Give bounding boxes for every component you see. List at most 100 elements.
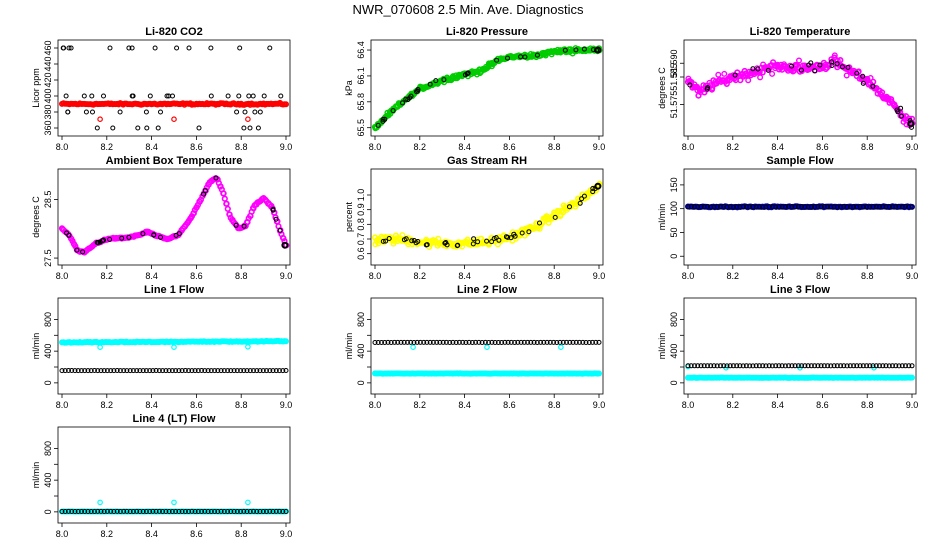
data-point bbox=[844, 204, 850, 210]
data-point bbox=[860, 363, 866, 369]
data-point bbox=[864, 204, 870, 210]
data-point bbox=[737, 363, 743, 369]
data-point bbox=[182, 509, 188, 514]
data-point bbox=[724, 204, 730, 210]
data-point bbox=[534, 340, 540, 345]
data-point bbox=[208, 509, 214, 514]
data-point bbox=[818, 204, 824, 210]
data-point bbox=[423, 242, 429, 248]
data-point bbox=[496, 237, 502, 243]
data-point bbox=[508, 339, 514, 345]
data-point bbox=[97, 344, 103, 351]
data-point bbox=[779, 204, 785, 210]
y-tick-label-sample: 0 bbox=[669, 254, 679, 259]
data-point bbox=[401, 339, 407, 345]
data-point bbox=[244, 509, 250, 514]
data-point bbox=[95, 508, 101, 514]
data-point bbox=[68, 45, 74, 51]
data-point bbox=[69, 509, 75, 514]
panel-title-co2: Li-820 CO2 bbox=[145, 26, 202, 38]
data-point bbox=[72, 368, 78, 374]
data-point bbox=[386, 236, 392, 241]
x-tick-label-ambient: 9.0 bbox=[280, 271, 293, 281]
data-point bbox=[434, 339, 440, 345]
data-point bbox=[383, 238, 389, 244]
data-point bbox=[92, 368, 97, 373]
data-point bbox=[557, 339, 563, 345]
data-point bbox=[190, 210, 197, 217]
data-point bbox=[199, 509, 205, 514]
x-tick-label-line2: 8.0 bbox=[369, 400, 382, 410]
data-point bbox=[94, 125, 100, 131]
data-point bbox=[845, 64, 851, 70]
x-tick-label-rh: 9.0 bbox=[593, 271, 606, 281]
data-point bbox=[721, 204, 727, 209]
data-point bbox=[205, 368, 211, 374]
data-point bbox=[273, 216, 279, 222]
data-point bbox=[870, 204, 876, 210]
data-point bbox=[224, 205, 231, 212]
y-tick-label-line2: 400 bbox=[356, 344, 366, 359]
data-point bbox=[708, 363, 714, 369]
data-point bbox=[179, 509, 185, 514]
plot-frame-co2 bbox=[57, 39, 291, 137]
x-tick-label-line2: 9.0 bbox=[593, 400, 606, 410]
data-point bbox=[254, 368, 260, 374]
data-point bbox=[453, 340, 459, 345]
panel-title-sample: Sample Flow bbox=[766, 155, 834, 167]
data-point bbox=[734, 363, 740, 369]
x-tick-label-rh: 8.6 bbox=[503, 271, 516, 281]
data-point bbox=[250, 93, 256, 99]
data-point bbox=[685, 204, 691, 210]
data-point bbox=[153, 508, 159, 514]
data-point bbox=[839, 64, 845, 70]
data-point bbox=[117, 509, 123, 514]
data-point bbox=[471, 236, 477, 242]
data-point bbox=[151, 232, 157, 238]
data-point bbox=[692, 363, 697, 369]
x-tick-label-co2: 8.2 bbox=[101, 142, 114, 152]
data-point bbox=[433, 78, 439, 84]
data-point bbox=[776, 363, 782, 369]
data-point bbox=[231, 368, 237, 374]
data-point bbox=[473, 339, 479, 345]
data-point bbox=[234, 509, 240, 514]
data-point bbox=[220, 190, 227, 197]
data-point bbox=[880, 204, 886, 210]
x-tick-label-pressure: 9.0 bbox=[593, 142, 606, 152]
plot-points-pressure bbox=[371, 45, 603, 132]
data-point bbox=[202, 188, 208, 194]
data-point bbox=[808, 363, 814, 369]
data-point bbox=[277, 368, 282, 374]
y-tick-label-rh: 0.9 bbox=[356, 203, 366, 216]
data-point bbox=[221, 195, 228, 202]
data-point bbox=[403, 96, 409, 102]
x-tick-label-temp: 8.0 bbox=[682, 142, 695, 152]
data-point bbox=[818, 363, 824, 369]
data-point bbox=[382, 340, 388, 345]
data-point bbox=[267, 508, 273, 514]
data-point bbox=[182, 368, 188, 373]
data-point bbox=[873, 363, 879, 369]
data-point bbox=[267, 368, 273, 374]
data-point bbox=[766, 363, 772, 369]
data-point bbox=[847, 204, 853, 210]
data-point bbox=[127, 368, 133, 374]
x-tick-label-ambient: 8.6 bbox=[190, 271, 203, 281]
data-point bbox=[135, 125, 141, 131]
data-point bbox=[753, 204, 759, 210]
data-point bbox=[140, 231, 146, 237]
data-point bbox=[267, 45, 273, 51]
x-tick-label-sample: 8.0 bbox=[682, 271, 695, 281]
data-point bbox=[447, 340, 453, 345]
data-point bbox=[708, 204, 714, 210]
x-tick-label-line1: 8.6 bbox=[190, 400, 203, 410]
data-point bbox=[208, 93, 214, 99]
data-point bbox=[196, 125, 202, 131]
y-tick-label-temp: 51.585 bbox=[669, 63, 679, 91]
x-tick-label-temp: 9.0 bbox=[906, 142, 919, 152]
data-point bbox=[747, 204, 753, 210]
y-tick-label-co2: 360 bbox=[43, 120, 53, 135]
y-tick-label-sample: 100 bbox=[669, 201, 679, 216]
data-point bbox=[721, 363, 727, 369]
